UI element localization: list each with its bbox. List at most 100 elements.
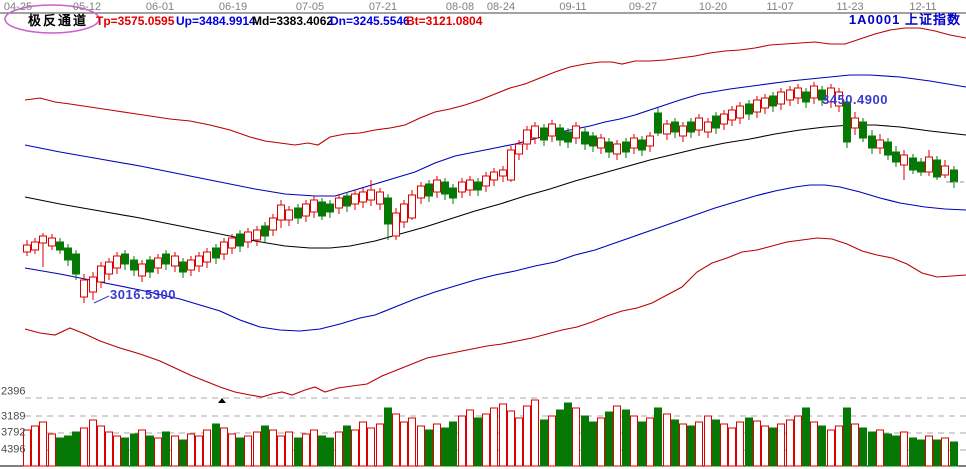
volume-bar <box>326 437 334 467</box>
indicator-highlight-ellipse <box>4 4 100 34</box>
volume-bar <box>48 433 56 467</box>
x-axis-date-label: 10-20 <box>698 1 728 13</box>
volume-bar <box>80 427 88 467</box>
candle <box>244 231 252 243</box>
candle <box>31 241 39 251</box>
volume-bar <box>425 429 433 467</box>
candle <box>868 135 876 149</box>
candle <box>605 141 613 153</box>
volume-bar <box>458 415 466 467</box>
candle <box>704 121 712 133</box>
candle <box>56 241 64 251</box>
volume-bar <box>154 437 162 467</box>
triangle-marker <box>218 398 226 403</box>
candle <box>408 194 416 219</box>
volume-bar <box>859 427 867 467</box>
candle <box>597 137 605 149</box>
candle <box>490 171 498 181</box>
candle <box>564 131 572 143</box>
volume-bar <box>556 409 564 467</box>
volume-bar <box>540 419 548 467</box>
candle <box>622 141 630 153</box>
candle <box>97 265 105 283</box>
band-bt-line <box>24 237 966 398</box>
candle <box>695 117 703 131</box>
volume-bar <box>449 421 457 467</box>
candle <box>261 225 269 237</box>
candle <box>556 127 564 141</box>
volume-bar <box>868 431 876 467</box>
candle <box>351 193 359 205</box>
high-price-annotation: 3450.4900 <box>822 92 888 107</box>
volume-bar <box>687 425 695 467</box>
candle <box>80 279 88 298</box>
candle <box>523 129 531 145</box>
candle <box>540 127 548 141</box>
candle <box>113 255 121 269</box>
volume-bar <box>113 435 121 467</box>
volume-bar <box>97 425 105 467</box>
candle <box>876 139 884 149</box>
candle <box>285 209 293 221</box>
candle <box>162 253 170 265</box>
candle <box>638 139 646 151</box>
candle <box>843 101 851 143</box>
volume-bar <box>786 419 794 467</box>
candle <box>400 203 408 223</box>
candle <box>212 247 220 259</box>
candle <box>794 87 802 99</box>
candle <box>925 156 933 173</box>
candle <box>220 241 228 255</box>
volume-bar <box>515 417 523 467</box>
candle <box>712 115 720 129</box>
candle <box>179 261 187 273</box>
volume-bar <box>376 423 384 467</box>
volume-bar <box>23 429 31 467</box>
candle <box>466 179 474 191</box>
candle <box>786 89 794 101</box>
candle <box>433 179 441 193</box>
candle <box>630 137 638 149</box>
volume-bar <box>777 423 785 467</box>
candle <box>835 91 843 107</box>
candle <box>950 169 958 183</box>
volume-bar <box>818 425 826 467</box>
volume-bar <box>253 431 261 467</box>
candle <box>884 141 892 156</box>
candle <box>818 89 826 101</box>
volume-bar <box>564 402 572 467</box>
volume-bar <box>56 437 64 467</box>
volume-bar <box>294 437 302 467</box>
symbol-title: 1A0001 上证指数 <box>848 12 961 27</box>
volume-bar <box>933 439 941 467</box>
candle <box>728 109 736 121</box>
indicator-value-label: Dn=3245.5546 <box>330 14 410 28</box>
volume-bar <box>523 405 531 467</box>
indicator-value-label: Up=3484.9914 <box>176 14 256 28</box>
band-md-line <box>24 124 966 249</box>
x-axis-date-label: 12-11 <box>909 1 937 13</box>
candle <box>859 121 867 139</box>
candle <box>105 261 113 275</box>
indicator-name-label: 极反通道 <box>28 13 89 28</box>
volume-bar <box>835 425 843 467</box>
candle <box>425 183 433 197</box>
candle <box>499 169 507 177</box>
x-axis-date-label: 11-07 <box>766 1 794 13</box>
volume-bar <box>720 423 728 467</box>
volume-bar <box>499 403 507 467</box>
x-axis-date-label: 05-12 <box>72 1 102 13</box>
volume-bar <box>695 421 703 467</box>
candle <box>892 151 900 163</box>
candle <box>171 255 179 267</box>
volume-bar <box>212 423 220 467</box>
candle <box>302 203 310 217</box>
candle <box>269 217 277 231</box>
x-axis-date-label: 07-21 <box>368 1 398 13</box>
candle <box>474 181 482 191</box>
volume-bar <box>146 435 154 467</box>
volume-bar <box>909 437 917 467</box>
volume-bar <box>277 435 285 467</box>
x-axis-date-label: 08-24 <box>486 1 516 13</box>
